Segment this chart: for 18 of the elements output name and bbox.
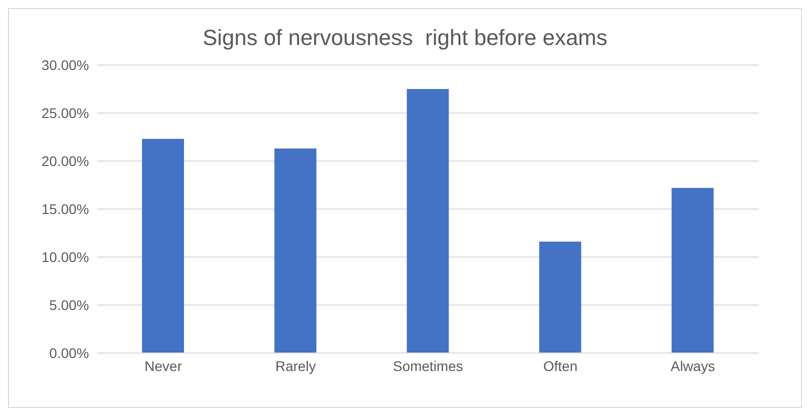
bar — [539, 242, 582, 353]
bar — [142, 138, 184, 353]
y-tick-label: 5.00% — [49, 296, 89, 313]
y-tick-label: 25.00% — [42, 104, 89, 121]
x-tick-label: Never — [144, 358, 182, 374]
chart-title: Signs of nervousness right before exams — [202, 25, 608, 51]
y-tick-label: 0.00% — [49, 344, 89, 361]
y-tick-label: 30.00% — [42, 56, 89, 73]
y-tick-label: 10.00% — [42, 248, 89, 265]
x-tick-label: Always — [670, 358, 715, 374]
x-tick-label: Often — [543, 358, 578, 374]
y-tick-label: 20.00% — [42, 152, 89, 169]
bar — [274, 148, 316, 353]
x-tick-label: Sometimes — [392, 358, 464, 374]
x-tick-label: Rarely — [275, 358, 316, 374]
y-tick-label: 15.00% — [42, 200, 89, 217]
bar — [406, 89, 449, 353]
bar — [672, 188, 714, 353]
